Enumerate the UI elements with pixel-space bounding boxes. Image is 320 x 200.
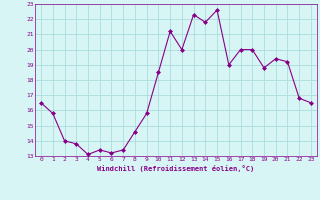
X-axis label: Windchill (Refroidissement éolien,°C): Windchill (Refroidissement éolien,°C) (97, 165, 255, 172)
